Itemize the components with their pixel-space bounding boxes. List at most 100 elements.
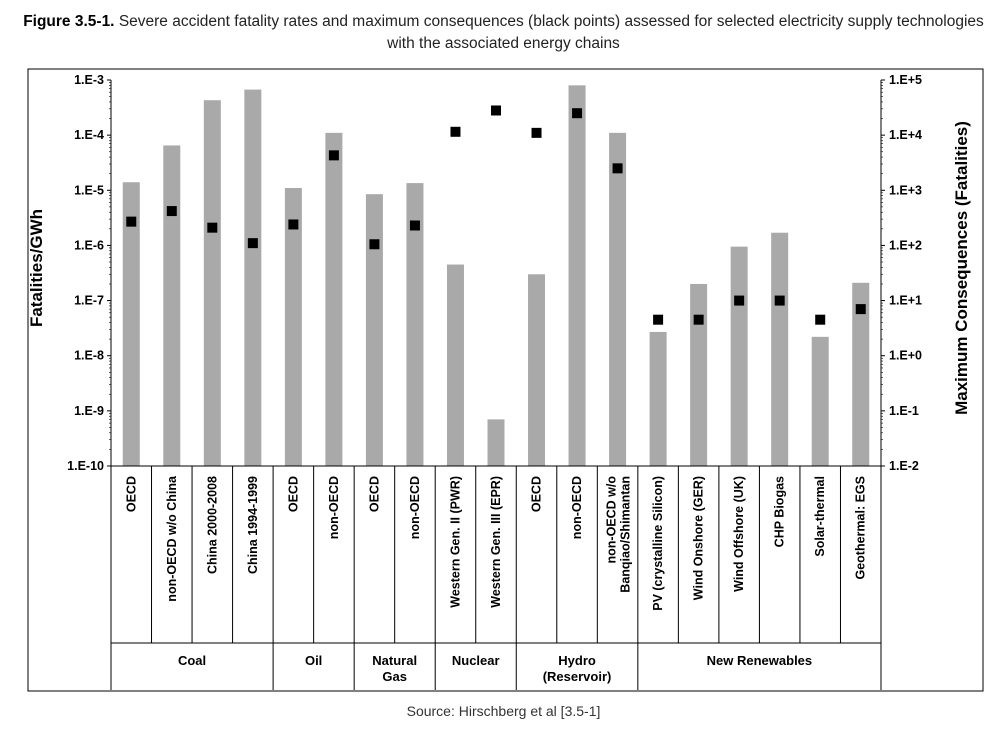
figure-caption: Figure 3.5-1. Severe accident fatality r… [10,11,997,55]
bar [487,419,505,466]
bar [609,132,627,466]
group-label-line: Hydro [558,653,596,668]
category-label: non-OECD w/oBanqiao/Shimantan [605,476,633,593]
y-tick-label: 1.E-4 [74,128,104,142]
bar [811,336,829,466]
category-label-line: non-OECD w/o [605,476,619,564]
max-consequence-point [288,219,299,230]
group-label: Hydro (Reservoir) [543,653,612,684]
max-consequence-point [247,238,258,249]
category-label: CHP Biogas [773,476,787,547]
category-label: OECD [286,476,300,512]
max-consequence-point [693,314,704,325]
category-label: non-OECD [570,476,584,539]
category-label: non-OECD [327,476,341,539]
group-label: Nuclear [452,653,500,668]
group-label-line: Nuclear [452,653,500,668]
max-consequence-point [815,314,826,325]
bar [446,264,464,466]
category-label: China 2000-2008 [205,476,219,574]
y-axis-title: Fatalities/GWh [27,209,46,327]
max-consequence-point [531,127,542,138]
group-label: New Renewables [707,653,813,668]
bar [568,85,586,466]
labels-layer: OECD non-OECD w/o China China 2000-2008 Chi… [110,466,882,690]
y2-tick-label: 1.E-2 [889,459,919,473]
max-consequence-point [369,239,380,250]
y2-tick-label: 1.E+1 [889,294,922,308]
bar [163,145,181,466]
bar [852,282,870,466]
category-label: PV (crystalline Silicon) [651,476,665,611]
caption-label: Figure 3.5-1. [23,13,115,30]
y-tick-label: 1.E-7 [74,294,104,308]
y2-tick-label: 1.E-1 [889,404,919,418]
y-tick-label: 1.E-10 [67,459,104,473]
category-label: OECD [124,476,138,512]
y-tick-label: 1.E-8 [74,349,104,363]
chart-frame [27,68,984,692]
y-tick-label: 1.E-5 [74,183,104,197]
max-consequence-point [612,163,623,174]
max-consequence-point [734,295,745,306]
bar [284,188,302,466]
category-label: Western Gen. III (EPR) [489,476,503,608]
y-tick-label: 1.E-6 [74,238,104,252]
category-label-line: Banqiao/Shimantan [619,476,633,593]
axes-layer: 1.E-10 1.E-9 1.E-8 1.E-7 1.E-6 1.E-5 1.E-4 1.E-… [67,73,922,473]
bars-layer [122,85,870,467]
group-label-line: Natural [372,653,417,668]
y2-tick-label: 1.E+4 [889,128,922,142]
category-label: OECD [530,476,544,512]
y-tick-label: 1.E-3 [74,73,104,87]
category-label: China 1994-1999 [246,476,260,574]
bar [690,283,708,466]
y2-tick-label: 1.E+2 [889,238,922,252]
y-tick-label: 1.E-9 [74,404,104,418]
bar [325,132,343,466]
bar [649,331,667,466]
max-consequence-point [653,314,664,325]
bar [528,274,546,466]
max-consequence-point [450,126,461,137]
y2-tick-label: 1.E+0 [889,349,922,363]
y2-axis-title: Maximum Consequences (Fatalities) [952,121,971,415]
category-label: OECD [367,476,381,512]
category-label: non-OECD [408,476,422,539]
group-label-line: New Renewables [707,653,813,668]
max-consequence-point [572,108,583,119]
group-label: Oil [305,653,322,668]
caption-text: Severe accident fatality rates and maxim… [118,13,984,52]
max-consequence-point [409,220,420,231]
y2-tick-label: 1.E+3 [889,183,922,197]
points-layer [126,105,866,325]
max-consequence-point [328,150,339,161]
category-label: Geothermal: EGS [854,476,868,580]
group-label-line: Oil [305,653,322,668]
category-label: Solar-thermal [813,476,827,557]
max-consequence-point [207,222,218,233]
max-consequence-point [855,304,866,315]
source-note: Source: Hirschberg et al [3.5-1] [406,703,601,719]
group-label-line: Gas [382,669,407,684]
bar [730,246,748,466]
bar [244,89,262,466]
bar [122,182,140,467]
bar [406,183,424,466]
bar [203,100,221,466]
max-consequence-point [166,206,177,217]
bar [365,194,383,467]
group-label: Natural Gas [372,653,417,684]
group-label: Coal [178,653,206,668]
max-consequence-point [774,295,785,306]
y2-tick-label: 1.E+5 [889,73,922,87]
bar [771,232,789,466]
group-label-line: (Reservoir) [543,669,612,684]
category-label: Western Gen. II (PWR) [448,476,462,608]
group-label-line: Coal [178,653,206,668]
max-consequence-point [126,216,137,227]
max-consequence-point [491,105,501,116]
category-label: non-OECD w/o China [165,475,179,602]
category-label: Wind Onshore (GER) [692,476,706,600]
